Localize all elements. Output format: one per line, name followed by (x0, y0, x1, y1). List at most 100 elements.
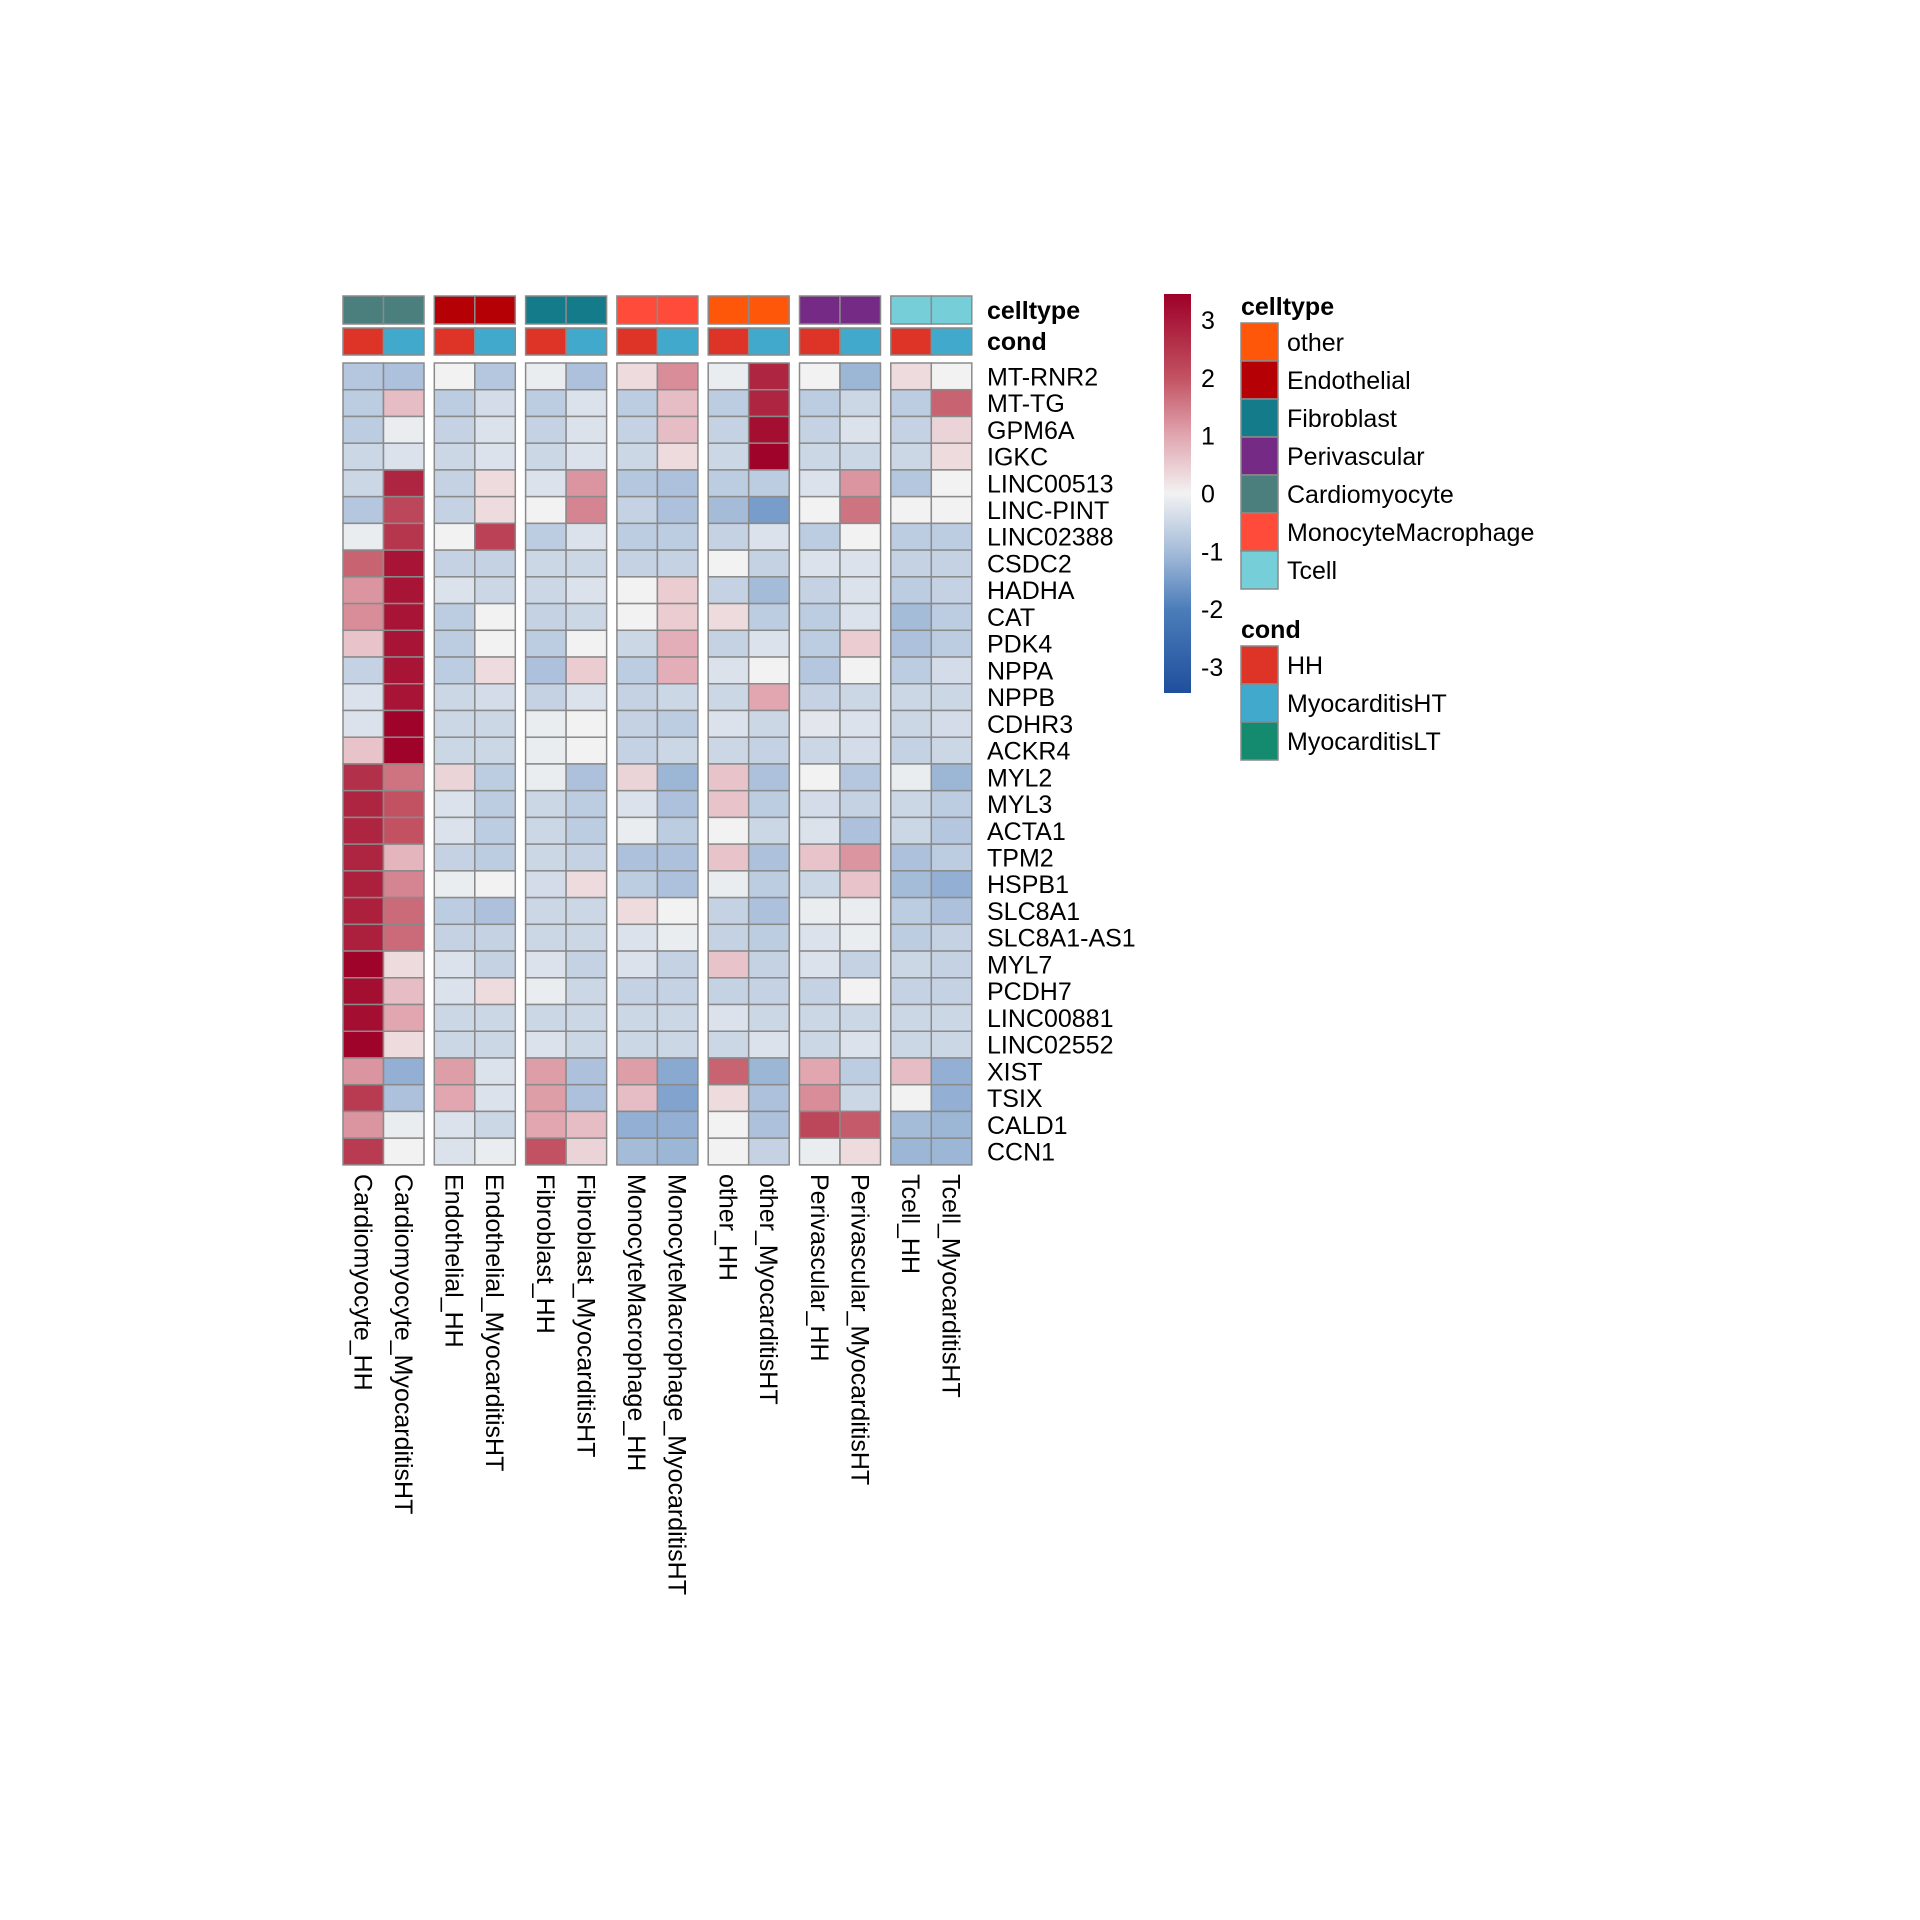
column-annotations: celltype cond (342, 295, 1080, 356)
heatmap-cell (474, 442, 517, 471)
color-scale-tick-label: 3 (1201, 307, 1215, 335)
heatmap-cell (747, 1110, 790, 1139)
heatmap-cell (707, 549, 750, 578)
row-label: CAT (987, 604, 1035, 632)
heatmap-cell (890, 549, 933, 578)
heatmap-cell (382, 1030, 425, 1059)
heatmap-cell (433, 549, 476, 578)
heatmap-cell (798, 602, 841, 632)
heatmap-cell (433, 950, 476, 979)
heatmap-cell (474, 469, 517, 498)
heatmap-cell (382, 896, 425, 926)
heatmap-cell (382, 1083, 425, 1113)
heatmap-cell (342, 1057, 385, 1086)
heatmap-cell (707, 602, 750, 632)
heatmap-cell (382, 415, 425, 444)
heatmap-cell (798, 415, 841, 444)
heatmap-cell (342, 736, 385, 765)
heatmap-cell (616, 1057, 659, 1086)
heatmap-cell (433, 683, 476, 712)
heatmap-cell (890, 602, 933, 632)
heatmap-cell (890, 415, 933, 444)
heatmap-cell (798, 469, 841, 498)
celltype-annotation-cell (342, 295, 385, 325)
column-label: MonocyteMacrophage_HH (622, 1174, 650, 1471)
celltype-annotation-cell (890, 295, 933, 325)
heatmap-cell (890, 1137, 933, 1166)
heatmap-cell (656, 656, 699, 685)
celltype-annotation-cell (707, 295, 750, 325)
heatmap-cell (890, 683, 933, 712)
heatmap-cell (382, 442, 425, 471)
heatmap-cell (656, 763, 699, 792)
column-label: Fibroblast_HH (531, 1174, 559, 1334)
heatmap-cell (382, 629, 425, 658)
cond-annotation-cell (707, 327, 750, 356)
heatmap-cell (747, 656, 790, 685)
heatmap-cell (798, 1083, 841, 1113)
heatmap-cell (798, 629, 841, 658)
heatmap-cell (839, 870, 882, 899)
legend-swatch (1240, 474, 1279, 514)
heatmap-cell (890, 1003, 933, 1033)
heatmap-cell (474, 1003, 517, 1033)
cond-annotation-cell (616, 327, 659, 356)
heatmap-cell (616, 950, 659, 979)
heatmap-cell (565, 1083, 608, 1113)
heatmap-cell (616, 629, 659, 658)
heatmap-cell (433, 763, 476, 792)
heatmap-cell (930, 789, 973, 819)
heatmap-cell (433, 1030, 476, 1059)
heatmap-cell (747, 495, 790, 525)
heatmap-cell (382, 362, 425, 391)
heatmap-cell (930, 923, 973, 952)
heatmap-cell (474, 1057, 517, 1086)
heatmap-cell (839, 950, 882, 979)
legend-item-label: Endothelial (1287, 367, 1411, 395)
cond-annotation-cell (747, 327, 790, 356)
heatmap-cell (524, 656, 567, 685)
heatmap-cell (839, 1057, 882, 1086)
heatmap-cell (930, 442, 973, 471)
heatmap-cell (565, 789, 608, 819)
heatmap-cell (565, 442, 608, 471)
heatmap-cell (656, 736, 699, 765)
heatmap-cell (474, 1137, 517, 1166)
heatmap-cell (930, 870, 973, 899)
heatmap-cell (798, 843, 841, 872)
heatmap-cell (707, 977, 750, 1006)
heatmap-cell (707, 469, 750, 498)
column-label: Endothelial_MyocarditisHT (480, 1174, 508, 1471)
heatmap-cell (930, 977, 973, 1006)
heatmap-cell (474, 415, 517, 444)
heatmap-cell (656, 495, 699, 525)
row-label: HADHA (987, 577, 1075, 605)
heatmap-cell (616, 602, 659, 632)
heatmap-cell (839, 763, 882, 792)
cond-annotation-cell (342, 327, 385, 356)
heatmap-cell (930, 683, 973, 712)
heatmap-cell (616, 442, 659, 471)
heatmap-cell (565, 950, 608, 979)
celltype-annotation-cell (930, 295, 973, 325)
row-label: NPPB (987, 684, 1055, 712)
heatmap-cell (930, 656, 973, 685)
heatmap-cell (798, 576, 841, 605)
heatmap-cell (930, 843, 973, 872)
heatmap-cell (930, 602, 973, 632)
heatmap-cell (656, 469, 699, 498)
row-label: SLC8A1-AS1 (987, 925, 1136, 953)
heatmap-cell (524, 415, 567, 444)
row-label: CALD1 (987, 1112, 1068, 1140)
heatmap-cell (565, 683, 608, 712)
heatmap-cell (839, 1110, 882, 1139)
heatmap-cell (747, 736, 790, 765)
heatmap-cell (839, 576, 882, 605)
celltype-annotation-cell (565, 295, 608, 325)
heatmap-cell (382, 870, 425, 899)
heatmap-cell (342, 977, 385, 1006)
heatmap-cell (747, 977, 790, 1006)
heatmap-cell (474, 896, 517, 926)
heatmap-cell (616, 522, 659, 551)
